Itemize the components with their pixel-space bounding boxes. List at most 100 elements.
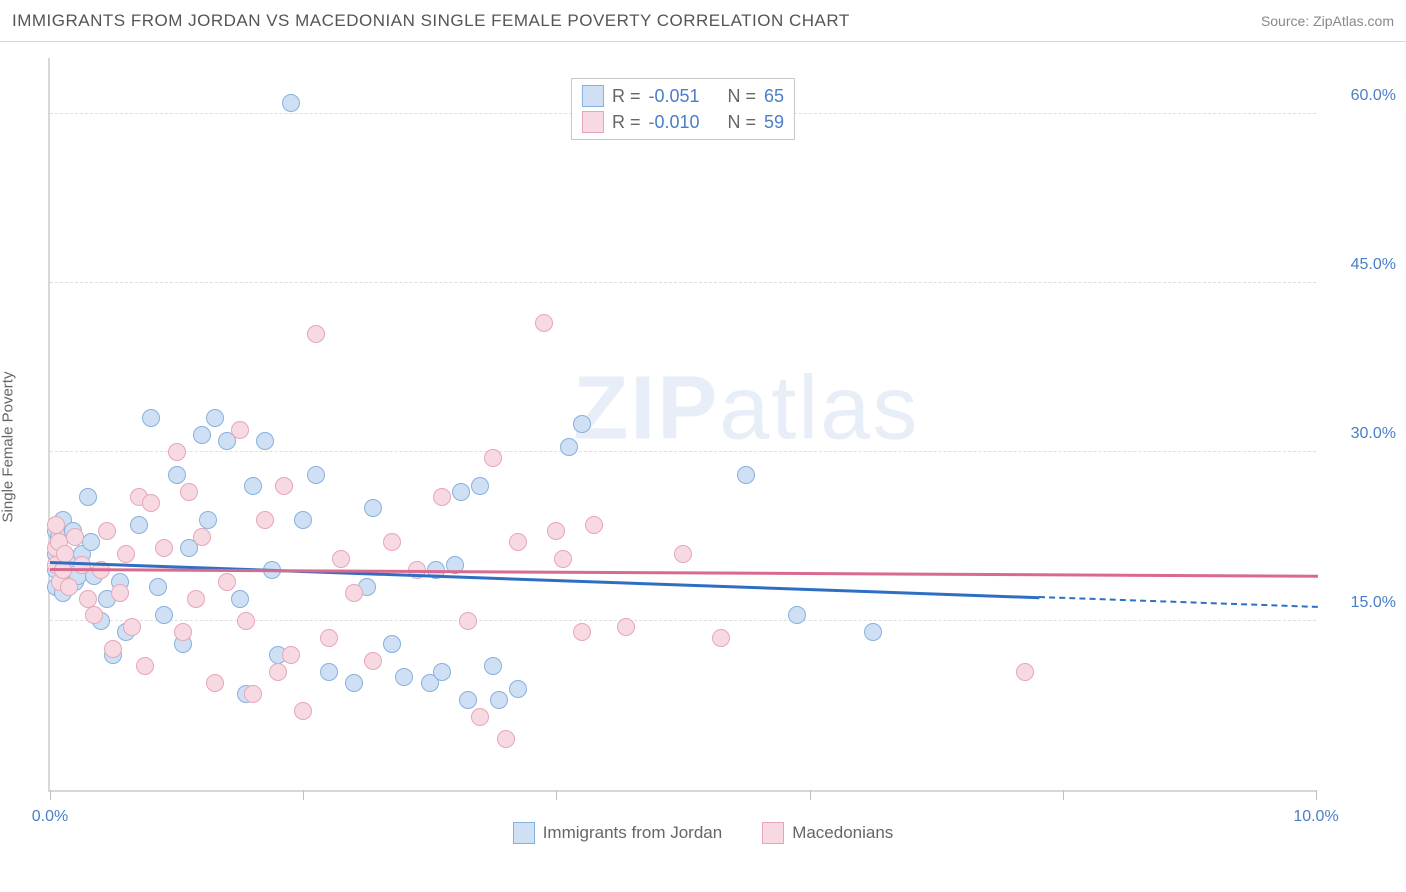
scatter-point <box>168 443 186 461</box>
scatter-point <box>864 623 882 641</box>
legend-swatch <box>582 85 604 107</box>
chart-title: IMMIGRANTS FROM JORDAN VS MACEDONIAN SIN… <box>12 11 850 31</box>
legend-label: Immigrants from Jordan <box>543 823 723 843</box>
scatter-point <box>547 522 565 540</box>
scatter-point <box>294 702 312 720</box>
scatter-point <box>471 708 489 726</box>
y-tick-label: 45.0% <box>1351 256 1396 274</box>
scatter-point <box>484 449 502 467</box>
scatter-point <box>79 590 97 608</box>
scatter-point <box>383 533 401 551</box>
scatter-point <box>206 674 224 692</box>
x-tick <box>1063 790 1064 800</box>
scatter-point <box>117 545 135 563</box>
scatter-point <box>345 584 363 602</box>
scatter-point <box>320 663 338 681</box>
scatter-point <box>364 499 382 517</box>
n-label: N = <box>728 86 757 107</box>
legend-swatch <box>582 111 604 133</box>
plot-area: ZIPatlas 15.0%30.0%45.0%60.0%0.0%10.0%R … <box>48 58 1316 792</box>
scatter-point <box>142 409 160 427</box>
source-name: ZipAtlas.com <box>1313 13 1394 29</box>
scatter-point <box>452 483 470 501</box>
scatter-point <box>737 466 755 484</box>
legend-swatch <box>513 822 535 844</box>
scatter-point <box>168 466 186 484</box>
scatter-point <box>535 314 553 332</box>
legend-item: Macedonians <box>762 822 893 844</box>
x-tick <box>556 790 557 800</box>
scatter-point <box>509 533 527 551</box>
scatter-point <box>111 584 129 602</box>
r-label: R = <box>612 86 641 107</box>
n-value: 65 <box>764 86 784 107</box>
scatter-point <box>459 612 477 630</box>
y-axis-label: Single Female Poverty <box>0 372 17 523</box>
scatter-point <box>364 652 382 670</box>
source-attribution: Source: ZipAtlas.com <box>1261 13 1394 29</box>
legend-swatch <box>762 822 784 844</box>
scatter-point <box>130 516 148 534</box>
legend-label: Macedonians <box>792 823 893 843</box>
title-bar: IMMIGRANTS FROM JORDAN VS MACEDONIAN SIN… <box>0 0 1406 42</box>
correlation-legend-row: R =-0.010N =59 <box>582 109 784 135</box>
scatter-point <box>174 623 192 641</box>
scatter-point <box>345 674 363 692</box>
source-label: Source: <box>1261 13 1313 29</box>
scatter-point <box>269 663 287 681</box>
scatter-point <box>320 629 338 647</box>
scatter-point <box>307 466 325 484</box>
scatter-point <box>294 511 312 529</box>
scatter-point <box>244 685 262 703</box>
plot-wrapper: Single Female Poverty ZIPatlas 15.0%30.0… <box>0 42 1406 852</box>
legend-item: Immigrants from Jordan <box>513 822 723 844</box>
scatter-point <box>560 438 578 456</box>
scatter-point <box>199 511 217 529</box>
n-label: N = <box>728 112 757 133</box>
scatter-point <box>497 730 515 748</box>
scatter-point <box>237 612 255 630</box>
scatter-point <box>60 578 78 596</box>
x-tick <box>50 790 51 800</box>
trend-line <box>50 568 1318 578</box>
scatter-point <box>484 657 502 675</box>
scatter-point <box>206 409 224 427</box>
scatter-point <box>509 680 527 698</box>
x-tick <box>1316 790 1317 800</box>
scatter-point <box>490 691 508 709</box>
scatter-point <box>471 477 489 495</box>
r-value: -0.051 <box>648 86 699 107</box>
scatter-point <box>56 545 74 563</box>
scatter-point <box>256 511 274 529</box>
n-value: 59 <box>764 112 784 133</box>
scatter-point <box>275 477 293 495</box>
scatter-point <box>218 573 236 591</box>
scatter-point <box>244 477 262 495</box>
scatter-point <box>155 539 173 557</box>
correlation-legend-row: R = -0.051 N = 65 <box>582 83 784 109</box>
grid-line <box>50 451 1316 452</box>
scatter-point <box>98 522 116 540</box>
scatter-point <box>142 494 160 512</box>
scatter-point <box>47 516 65 534</box>
grid-line <box>50 282 1316 283</box>
scatter-point <box>617 618 635 636</box>
y-tick-label: 60.0% <box>1351 87 1396 105</box>
scatter-point <box>433 488 451 506</box>
scatter-point <box>85 606 103 624</box>
scatter-point <box>104 640 122 658</box>
watermark: ZIPatlas <box>573 358 919 461</box>
watermark-light: atlas <box>719 359 919 459</box>
scatter-point <box>123 618 141 636</box>
trend-line <box>1039 596 1318 608</box>
watermark-bold: ZIP <box>573 359 719 459</box>
y-tick-label: 30.0% <box>1351 425 1396 443</box>
scatter-point <box>383 635 401 653</box>
scatter-point <box>307 325 325 343</box>
scatter-point <box>395 668 413 686</box>
y-tick-label: 15.0% <box>1351 594 1396 612</box>
scatter-point <box>1016 663 1034 681</box>
scatter-point <box>788 606 806 624</box>
scatter-point <box>332 550 350 568</box>
scatter-point <box>712 629 730 647</box>
